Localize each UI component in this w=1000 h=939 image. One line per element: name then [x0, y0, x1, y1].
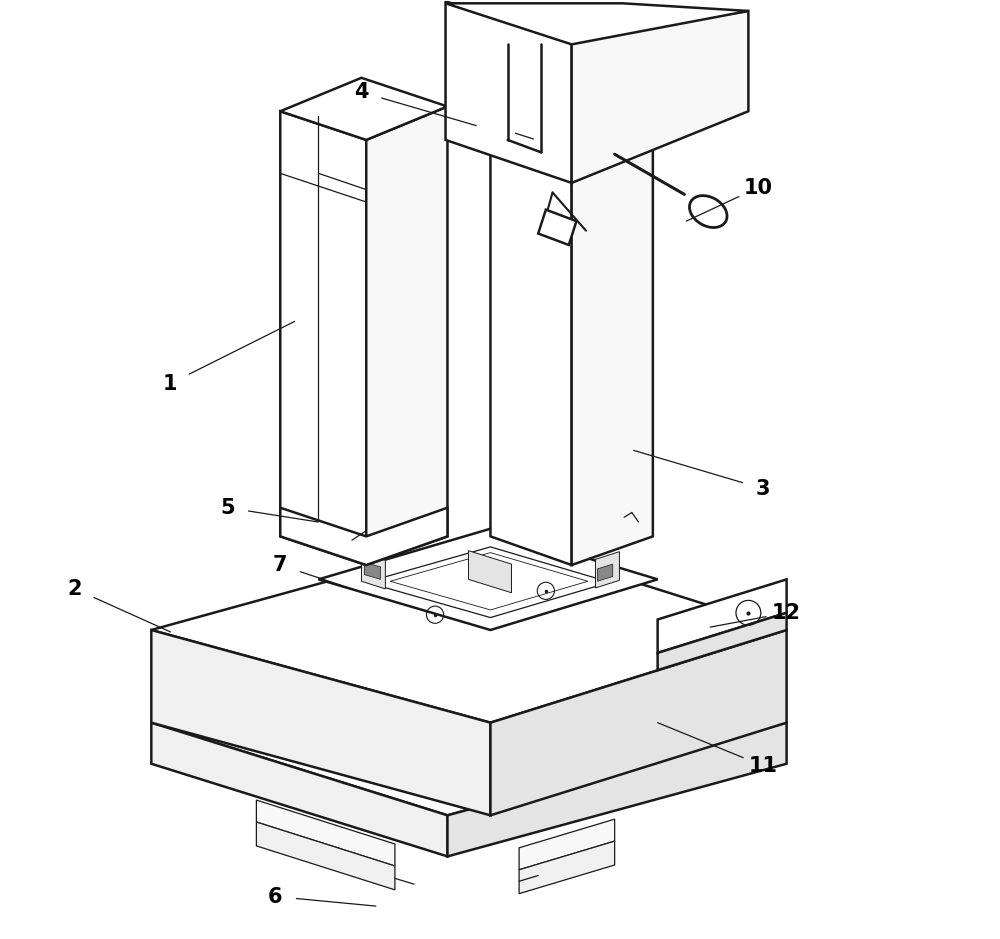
Text: 12: 12	[772, 603, 801, 623]
Polygon shape	[280, 111, 366, 565]
Polygon shape	[658, 613, 787, 670]
Polygon shape	[366, 546, 610, 618]
Polygon shape	[256, 800, 395, 866]
Polygon shape	[572, 111, 653, 565]
Text: 4: 4	[354, 82, 369, 102]
Polygon shape	[490, 83, 653, 140]
Polygon shape	[519, 819, 615, 870]
Polygon shape	[490, 111, 572, 565]
Polygon shape	[658, 579, 787, 653]
Polygon shape	[280, 78, 447, 140]
Polygon shape	[519, 841, 615, 894]
Polygon shape	[151, 536, 787, 723]
Text: 1: 1	[163, 374, 178, 393]
Text: 5: 5	[220, 498, 235, 517]
Ellipse shape	[689, 195, 727, 227]
Polygon shape	[361, 553, 385, 589]
Polygon shape	[151, 723, 447, 856]
Polygon shape	[447, 723, 787, 856]
Polygon shape	[366, 106, 447, 565]
Polygon shape	[468, 550, 511, 593]
Polygon shape	[596, 551, 619, 588]
Polygon shape	[151, 630, 490, 815]
Polygon shape	[390, 553, 588, 610]
Polygon shape	[280, 508, 447, 565]
Polygon shape	[151, 630, 787, 815]
Text: 3: 3	[755, 479, 770, 499]
Polygon shape	[446, 1, 572, 183]
Polygon shape	[318, 529, 658, 630]
Polygon shape	[446, 4, 748, 44]
Text: 10: 10	[743, 177, 772, 198]
Polygon shape	[256, 822, 395, 890]
Polygon shape	[538, 209, 576, 245]
Polygon shape	[364, 562, 381, 579]
Text: 6: 6	[268, 886, 283, 906]
Polygon shape	[490, 630, 787, 815]
Text: 11: 11	[748, 756, 777, 776]
Polygon shape	[597, 564, 613, 581]
Polygon shape	[572, 11, 748, 183]
Text: 2: 2	[68, 579, 82, 599]
Text: 7: 7	[273, 555, 288, 575]
